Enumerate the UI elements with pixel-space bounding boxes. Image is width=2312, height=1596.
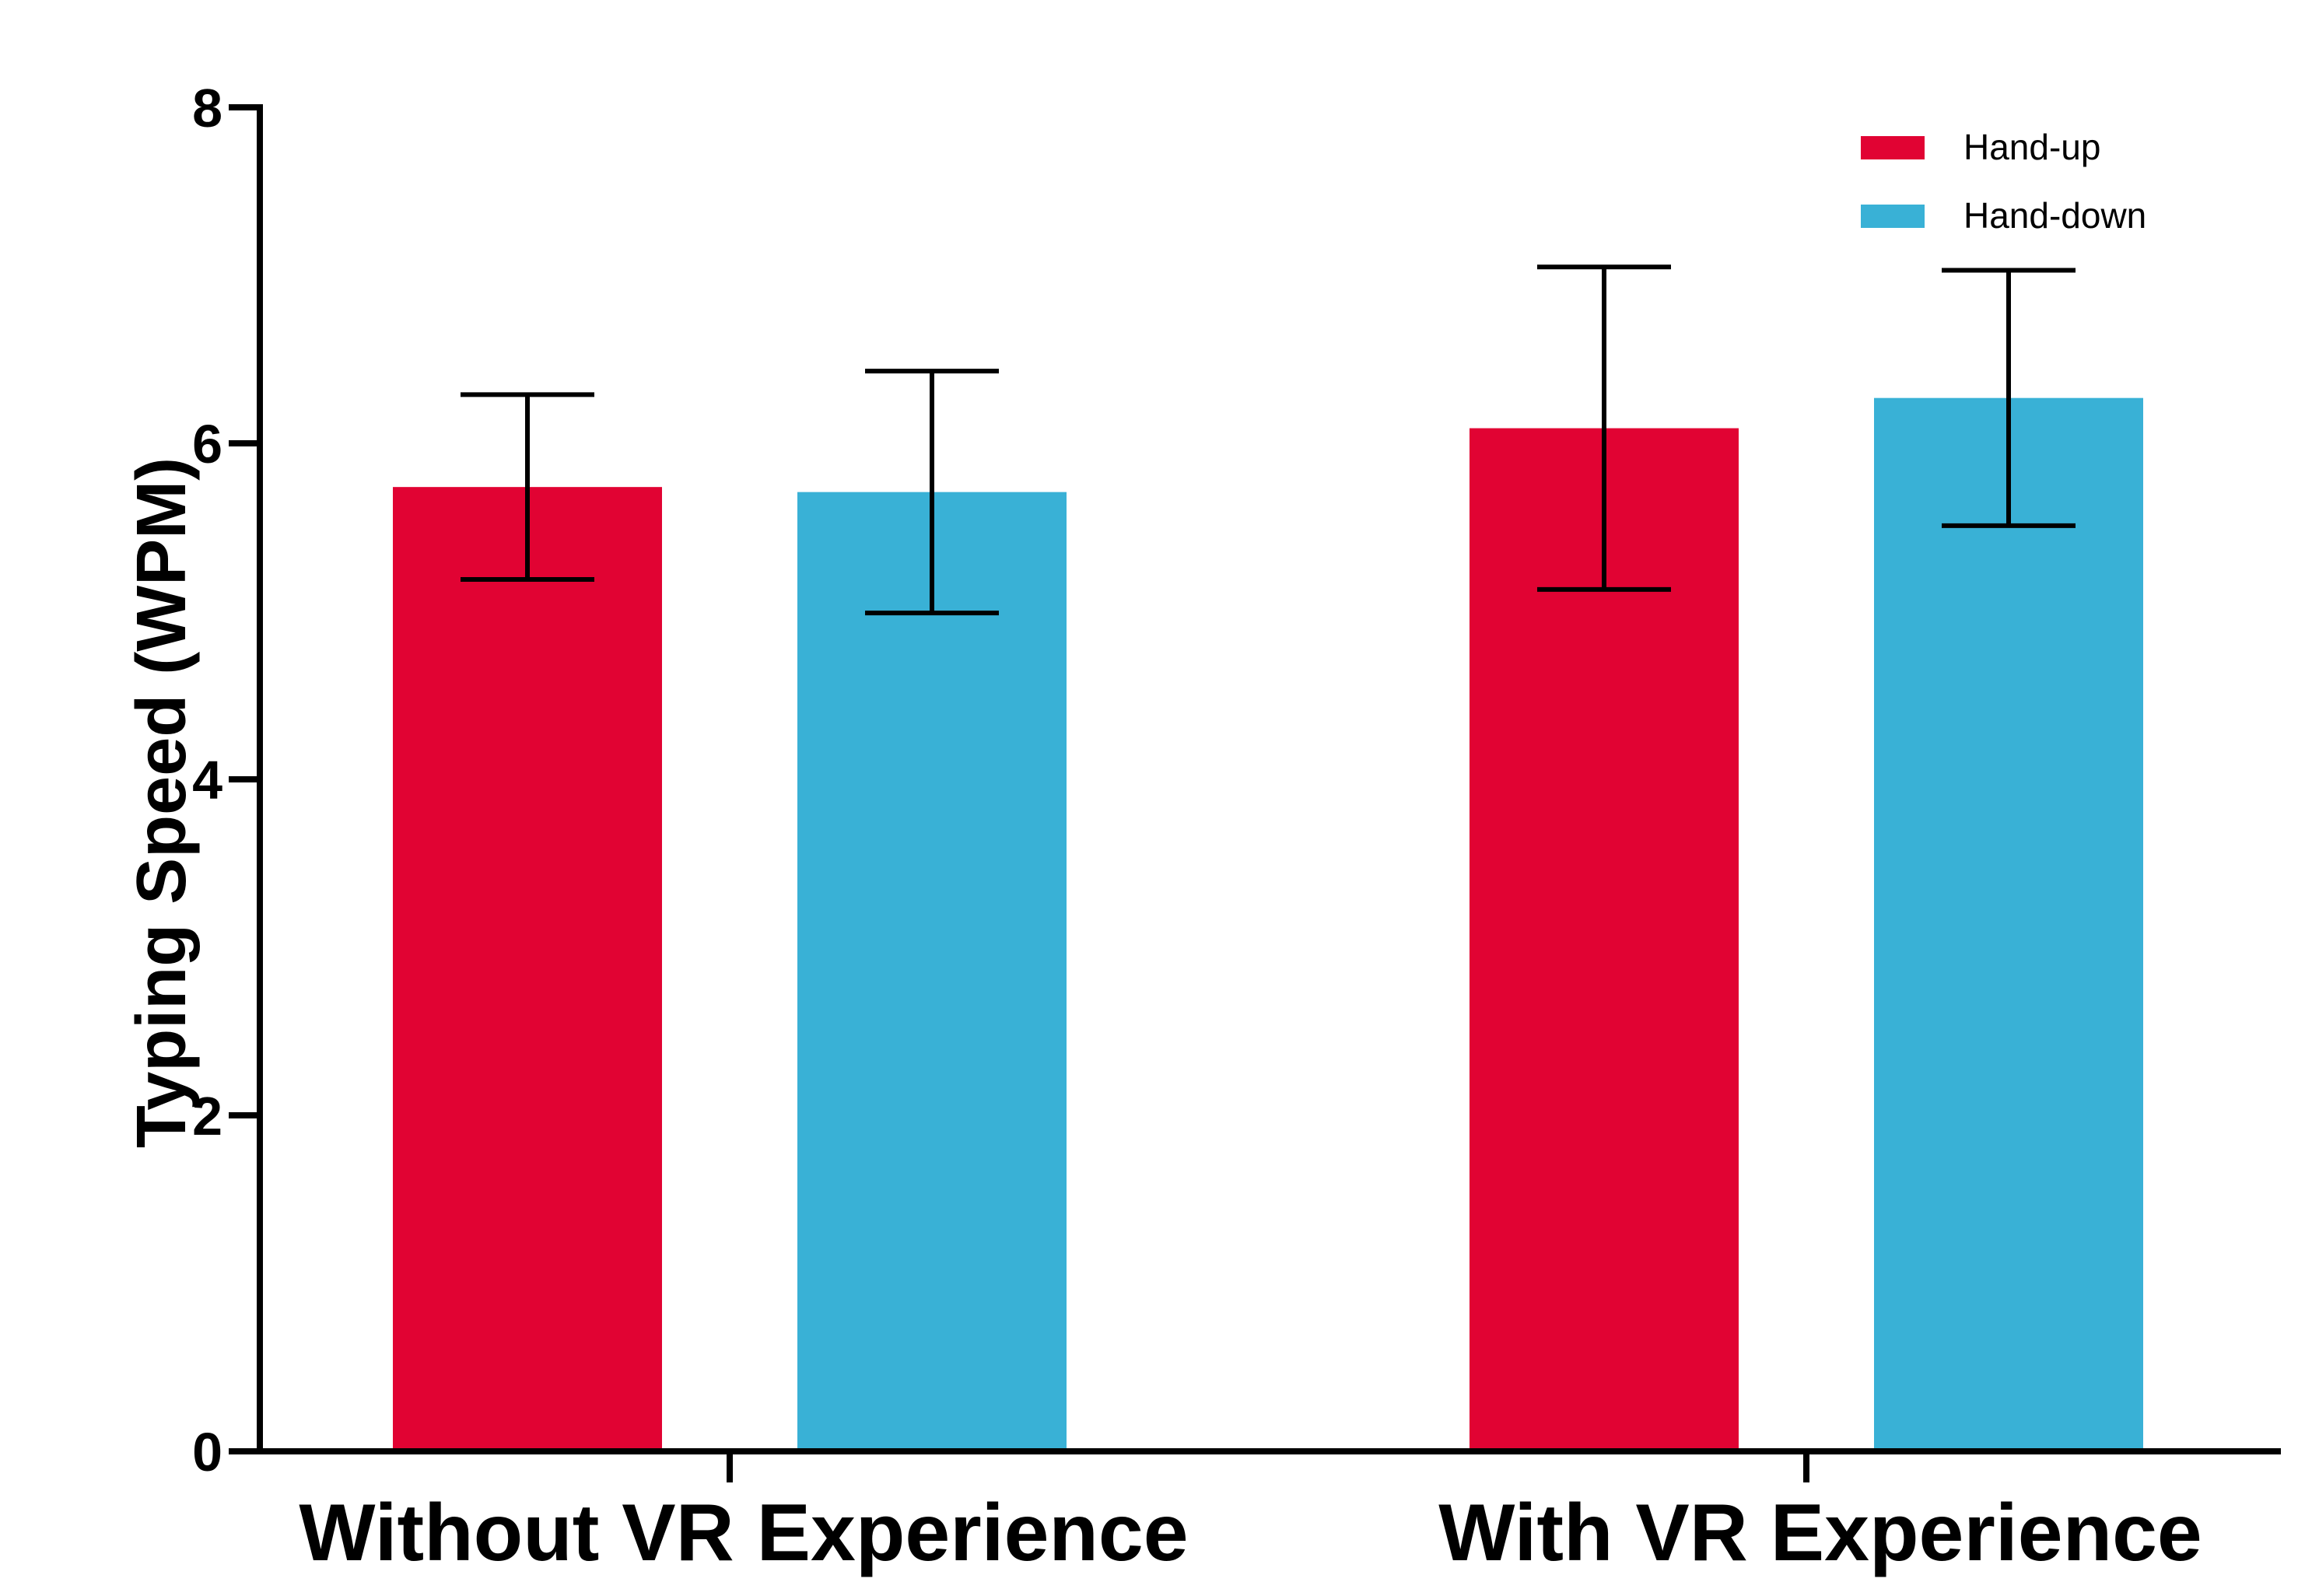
legend-item-hand-down: Hand-down <box>1861 195 2146 236</box>
y-tick-label: 0 <box>192 1422 222 1482</box>
legend-label: Hand-down <box>1963 195 2146 236</box>
error-bars-layer <box>461 264 2076 616</box>
error-bar <box>865 369 999 616</box>
bar-hand-down-with-vr <box>1874 397 2143 1452</box>
x-category-label: Without VR Experience <box>299 1488 1188 1578</box>
y-tick-label: 6 <box>192 414 222 474</box>
x-category-label: With VR Experience <box>1438 1488 2202 1578</box>
legend-label: Hand-up <box>1963 127 2100 167</box>
bar-hand-up-with-vr <box>1470 428 1739 1451</box>
y-axis-title: Typing Speed (WPM) <box>123 457 201 1148</box>
bars-layer <box>393 397 2143 1452</box>
y-tick-label: 8 <box>192 78 222 138</box>
legend-item-hand-up: Hand-up <box>1861 127 2100 167</box>
y-tick-label: 4 <box>192 750 222 810</box>
bar-hand-down-without-vr <box>797 492 1067 1451</box>
bar-hand-up-without-vr <box>393 487 662 1452</box>
x-ticks: Without VR Experience With VR Experience <box>299 1451 2202 1578</box>
legend-swatch <box>1861 136 1925 159</box>
legend: Hand-up Hand-down <box>1861 127 2146 236</box>
error-bar <box>1942 268 2076 528</box>
error-bar <box>461 392 594 582</box>
y-tick-label: 2 <box>192 1086 222 1146</box>
y-ticks: 0 2 4 6 8 <box>192 78 260 1482</box>
error-bar <box>1537 264 1671 592</box>
legend-swatch <box>1861 205 1925 228</box>
